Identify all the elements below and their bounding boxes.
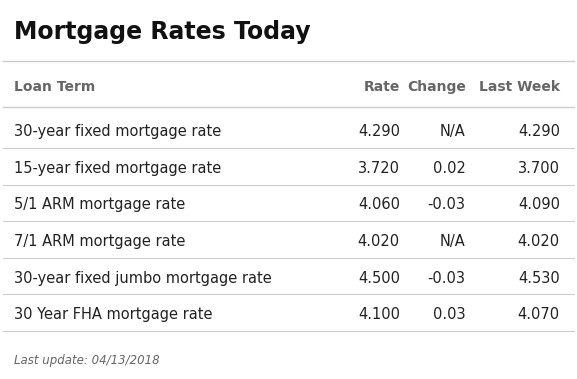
Text: 4.090: 4.090 — [518, 197, 560, 212]
Text: Change: Change — [407, 80, 466, 94]
Text: 5/1 ARM mortgage rate: 5/1 ARM mortgage rate — [14, 197, 185, 212]
Text: 3.720: 3.720 — [358, 161, 400, 176]
Text: 30-year fixed mortgage rate: 30-year fixed mortgage rate — [14, 124, 222, 139]
Text: Rate: Rate — [364, 80, 400, 94]
Text: 4.100: 4.100 — [358, 307, 400, 322]
Text: 30-year fixed jumbo mortgage rate: 30-year fixed jumbo mortgage rate — [14, 271, 272, 285]
Text: Mortgage Rates Today: Mortgage Rates Today — [14, 20, 311, 44]
Text: 7/1 ARM mortgage rate: 7/1 ARM mortgage rate — [14, 234, 186, 249]
Text: Loan Term: Loan Term — [14, 80, 95, 94]
Text: N/A: N/A — [440, 124, 466, 139]
Text: 4.500: 4.500 — [358, 271, 400, 285]
Text: 0.03: 0.03 — [433, 307, 466, 322]
Text: 30 Year FHA mortgage rate: 30 Year FHA mortgage rate — [14, 307, 213, 322]
Text: -0.03: -0.03 — [428, 197, 466, 212]
Text: 4.070: 4.070 — [518, 307, 560, 322]
Text: 3.700: 3.700 — [518, 161, 560, 176]
Text: 4.290: 4.290 — [358, 124, 400, 139]
Text: Last Week: Last Week — [479, 80, 560, 94]
Text: 4.530: 4.530 — [518, 271, 560, 285]
Text: N/A: N/A — [440, 234, 466, 249]
Text: 4.060: 4.060 — [358, 197, 400, 212]
Text: 0.02: 0.02 — [433, 161, 466, 176]
Text: Last update: 04/13/2018: Last update: 04/13/2018 — [14, 354, 160, 367]
Text: 4.020: 4.020 — [518, 234, 560, 249]
Text: 4.020: 4.020 — [358, 234, 400, 249]
Text: 4.290: 4.290 — [518, 124, 560, 139]
Text: -0.03: -0.03 — [428, 271, 466, 285]
Text: 15-year fixed mortgage rate: 15-year fixed mortgage rate — [14, 161, 222, 176]
